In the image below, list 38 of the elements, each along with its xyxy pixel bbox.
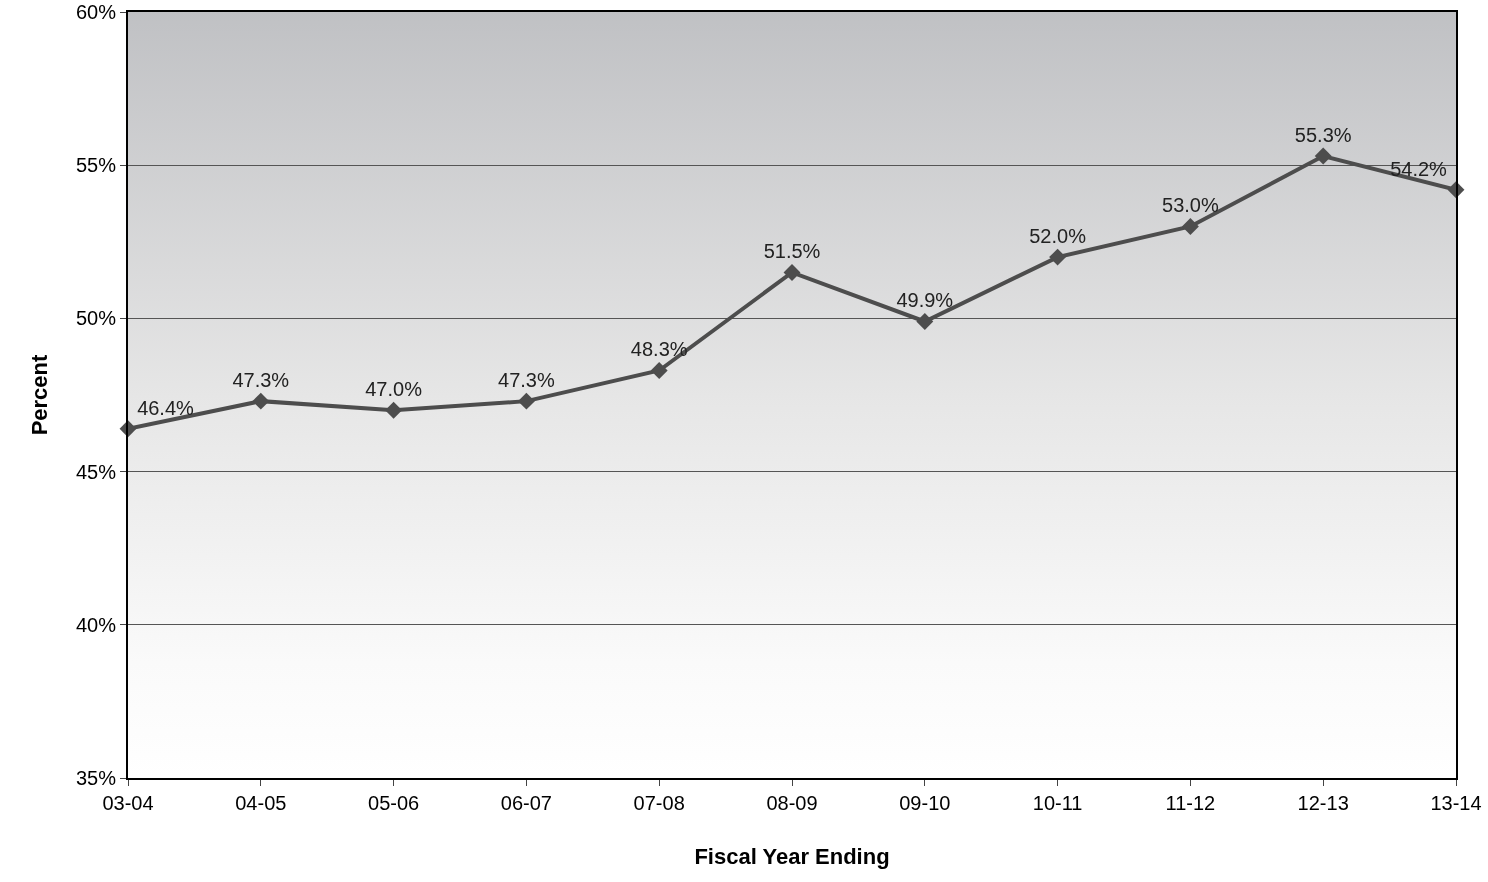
point (916, 313, 934, 330)
data-label: 49.9% (896, 289, 954, 312)
x-tick-label: 08-09 (766, 792, 818, 814)
y-tick-label: 35% (75, 767, 117, 789)
x-tick-label: 05-06 (368, 792, 420, 814)
data-label: 52.0% (1029, 224, 1087, 247)
x-tick-label: 10-11 (1032, 792, 1083, 814)
x-tick-label: 04-05 (235, 792, 287, 814)
y-tick-label: 45% (75, 460, 117, 483)
point (1049, 248, 1067, 266)
x-tick-label: 06-07 (500, 792, 552, 814)
data-label: 55.3% (1294, 123, 1352, 146)
x-axis-title: Fiscal Year Ending (694, 844, 890, 870)
point (783, 263, 801, 281)
x-tick-label: 12-13 (1297, 792, 1349, 814)
point (517, 392, 535, 410)
y-axis-title: Percent (27, 353, 53, 436)
y-tick-label: 40% (75, 613, 117, 636)
x-tick-label: 07-08 (633, 792, 685, 814)
data-label: 48.3% (630, 338, 688, 361)
point (252, 392, 270, 410)
point (1314, 147, 1332, 165)
y-tick-label: 50% (75, 307, 117, 330)
point (1181, 218, 1199, 235)
data-label: 53.0% (1162, 194, 1219, 217)
y-tick-label: 60% (75, 1, 117, 23)
y-tick-label: 55% (75, 154, 117, 177)
x-tick-label: 03-04 (102, 792, 154, 814)
data-label: 51.5% (763, 240, 821, 263)
point (650, 362, 668, 379)
point (385, 401, 403, 419)
data-label: 46.4% (137, 396, 195, 419)
x-tick-label: 11-12 (1165, 792, 1216, 814)
x-tick-label: 09-10 (899, 792, 951, 814)
x-tick-label: 13-14 (1430, 792, 1482, 814)
data-label: 47.3% (232, 369, 290, 392)
data-label: 47.0% (365, 378, 423, 401)
data-label: 47.3% (498, 369, 555, 392)
